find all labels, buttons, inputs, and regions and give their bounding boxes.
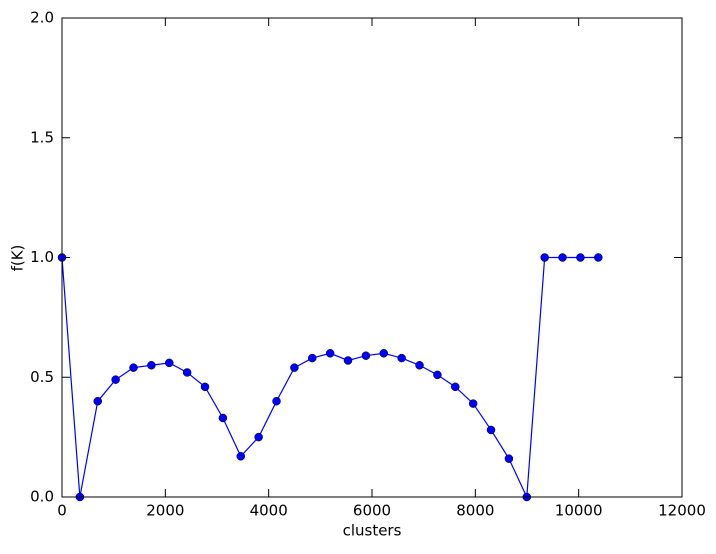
marker	[468, 399, 478, 408]
marker	[111, 375, 120, 384]
marker	[540, 253, 549, 262]
marker	[504, 454, 514, 463]
plot-frame	[61, 17, 683, 498]
x-tick-label: 12000	[658, 502, 706, 520]
marker	[576, 253, 585, 262]
x-tick-label: 10000	[555, 502, 603, 520]
marker	[397, 353, 406, 363]
marker	[594, 253, 603, 262]
marker	[361, 351, 371, 360]
marker	[272, 396, 281, 406]
x-tick-label: 8000	[456, 502, 494, 520]
marker	[415, 361, 424, 370]
y-tick-label: 1.0	[30, 248, 54, 266]
marker	[290, 363, 299, 372]
marker	[433, 370, 442, 380]
marker	[218, 413, 228, 423]
x-tick-label: 0	[57, 502, 67, 520]
marker	[165, 358, 174, 368]
y-tick-label: 0.5	[30, 368, 54, 386]
marker	[379, 349, 389, 358]
marker	[129, 363, 138, 372]
x-tick-label: 2000	[146, 502, 184, 520]
y-tick-label: 1.5	[30, 128, 54, 146]
marker	[325, 349, 335, 358]
y-tick-label: 0.0	[30, 488, 54, 506]
marker	[486, 425, 496, 435]
y-axis-label: f(K)	[9, 245, 27, 272]
y-tick-label: 2.0	[30, 9, 54, 27]
marker	[558, 253, 567, 262]
marker	[308, 353, 317, 363]
marker	[93, 396, 103, 406]
marker	[147, 361, 156, 370]
x-tick-label: 6000	[353, 502, 391, 520]
marker	[451, 382, 460, 392]
marker	[254, 432, 263, 442]
marker	[236, 452, 246, 461]
marker	[182, 368, 192, 377]
x-tick-label: 4000	[250, 502, 288, 520]
x-axis-label: clusters	[343, 522, 402, 540]
marker	[200, 382, 210, 392]
marker	[343, 356, 353, 365]
